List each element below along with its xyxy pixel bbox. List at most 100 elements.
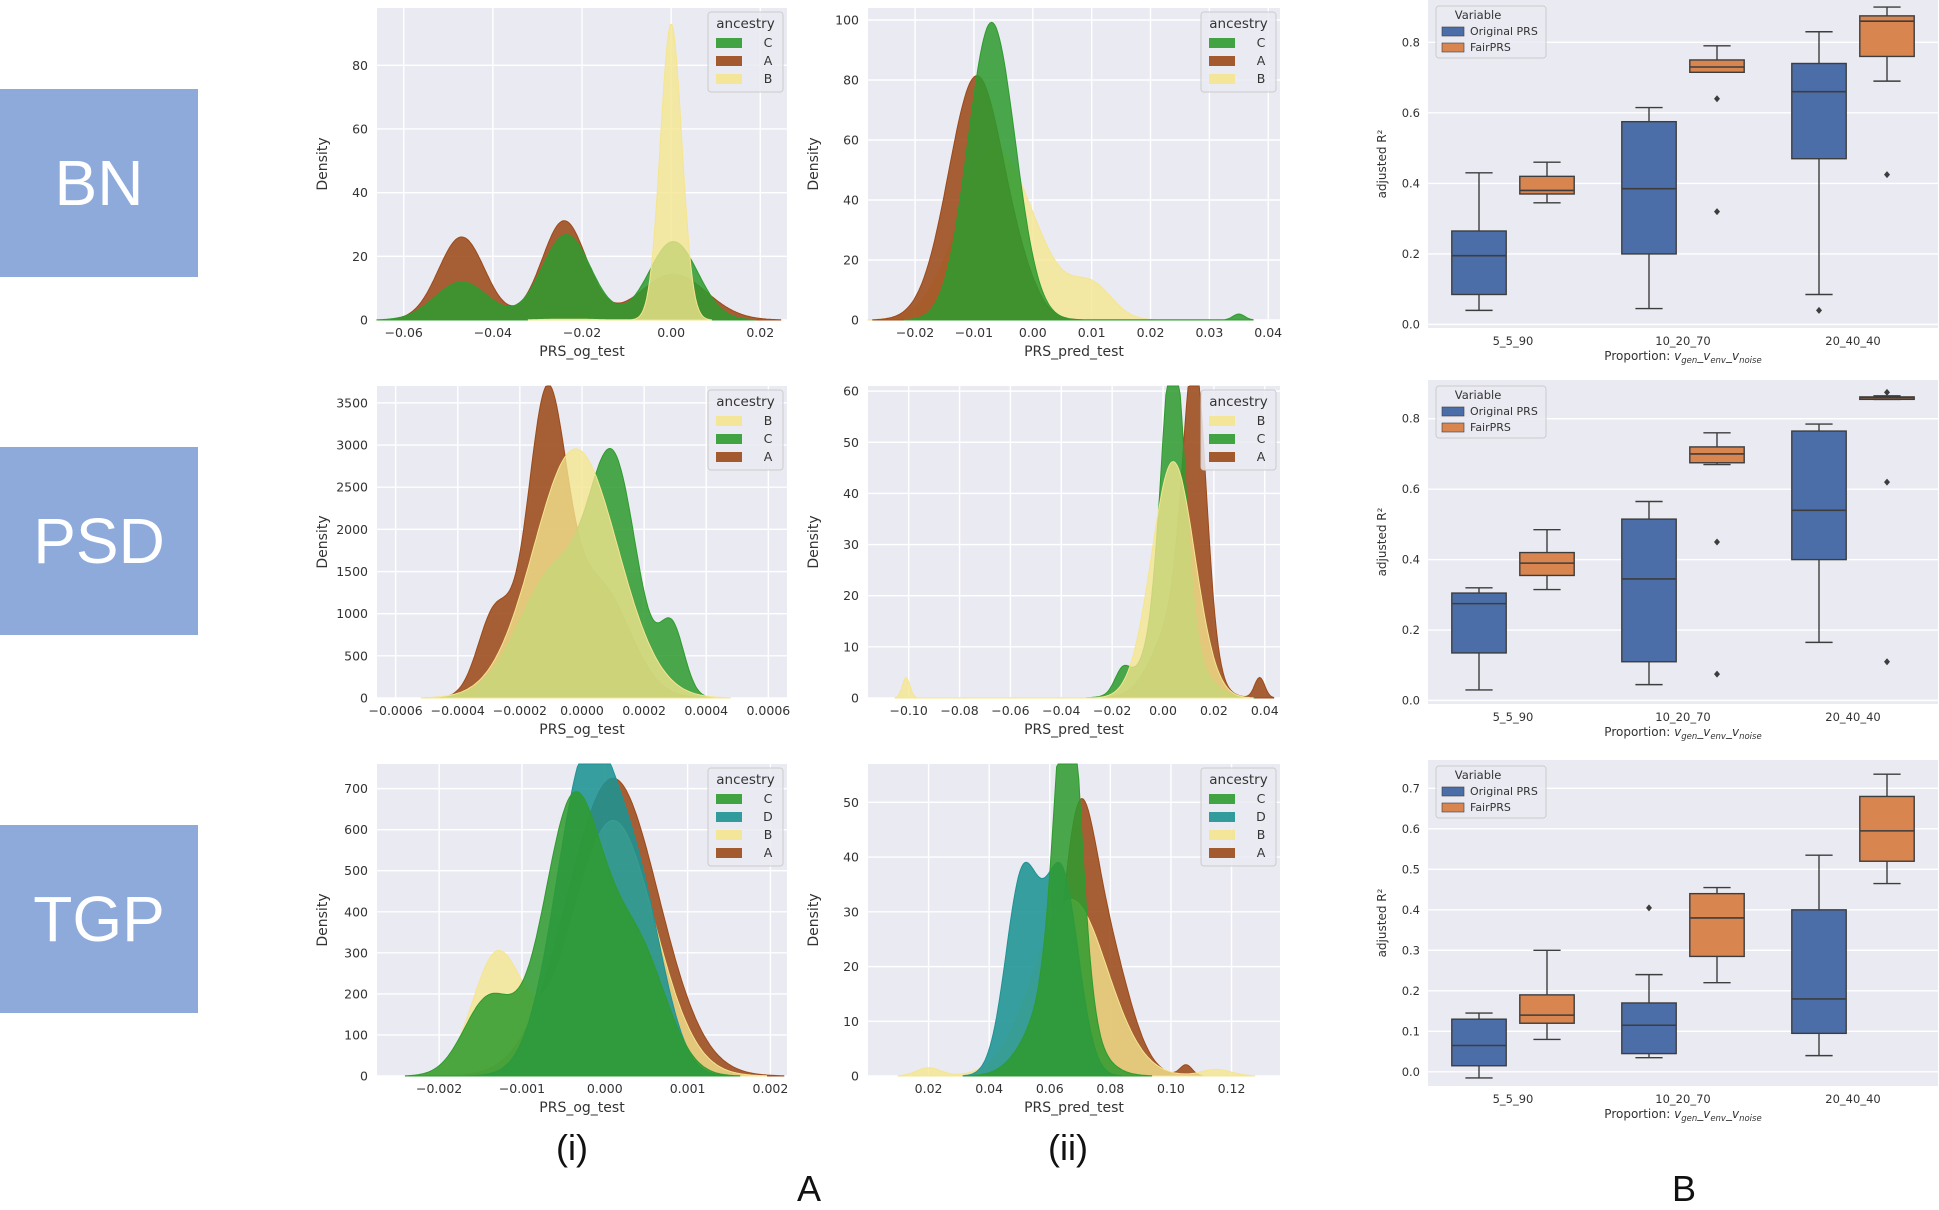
- y-tick-label: 50: [843, 435, 859, 450]
- y-tick-label: 80: [843, 73, 859, 88]
- x-tick-label: 0.02: [746, 325, 774, 340]
- caption-panel-b: B: [1672, 1168, 1697, 1209]
- legend-swatch-c: [1209, 434, 1235, 444]
- y-tick-label: 300: [344, 945, 368, 960]
- y-tick-label: 0: [360, 313, 368, 328]
- legend-swatch: [1441, 406, 1465, 417]
- chart-tgp_pred: 0.02 0.04 0.06 0.08 0.10 0.12 0 10 20 30 40 50 PRS_p…: [806, 763, 1280, 1116]
- row-label-psd: PSD: [0, 447, 198, 635]
- x-tick-label: −0.01: [955, 325, 993, 340]
- box-original-10_20_70: [1621, 106, 1677, 310]
- y-axis-label: Density: [315, 137, 331, 190]
- legend-swatch-d: [1209, 812, 1235, 822]
- legend-swatch-a: [716, 848, 742, 858]
- x-tick-label: 0.04: [1254, 325, 1282, 340]
- outlier-point: [1884, 171, 1890, 179]
- legend-entry-c: C: [1257, 791, 1266, 806]
- density-area-c: [903, 21, 1254, 321]
- x-tick-label: −0.04: [474, 325, 512, 340]
- legend-entry-a: A: [764, 449, 773, 464]
- legend-swatch-b: [1209, 830, 1235, 840]
- y-tick-label: 40: [843, 850, 859, 865]
- legend-swatch-a: [716, 56, 742, 66]
- box-fair-10_20_70: [1689, 45, 1745, 216]
- box-original-5_5_90: [1451, 587, 1507, 691]
- legend-entry-a: A: [764, 845, 773, 860]
- outlier-point: [1884, 478, 1890, 486]
- box-body: [1621, 120, 1677, 255]
- x-tick-label: 0.03: [1195, 325, 1223, 340]
- box-body: [1451, 1018, 1507, 1067]
- y-tick-label: 1000: [336, 606, 368, 621]
- box-body: [1791, 62, 1847, 160]
- box-fair-20_40_40: [1859, 773, 1915, 885]
- box-body: [1451, 230, 1507, 296]
- outlier-point: [1646, 904, 1652, 912]
- y-tick-label: 500: [344, 648, 368, 663]
- y-tick-label: 0: [851, 1069, 859, 1084]
- legend-entry-b: B: [764, 71, 773, 86]
- y-tick-label: 50: [843, 795, 859, 810]
- y-tick-label: 700: [344, 781, 368, 796]
- box-fair-20_40_40: [1859, 6, 1915, 179]
- chart-psd_og: −0.0006 −0.0004 −0.0002 0.0000 0.0002 0.0004 0…: [315, 385, 790, 738]
- legend-swatch-c: [1209, 794, 1235, 804]
- box-body: [1689, 446, 1745, 464]
- x-tick-label: −0.002: [416, 1081, 462, 1096]
- y-tick-label: 0.7: [1402, 781, 1420, 795]
- box-body: [1519, 994, 1575, 1024]
- x-tick-label: 0.00: [1019, 325, 1047, 340]
- x-axis-label: PRS_pred_test: [1024, 344, 1124, 360]
- y-tick-label: 0: [360, 691, 368, 706]
- y-tick-label: 0.3: [1402, 943, 1420, 957]
- x-tick-label: 10_20_70: [1655, 1092, 1710, 1106]
- box-body: [1621, 518, 1677, 663]
- outlier-point: [1714, 538, 1720, 546]
- legend-entry-b: B: [1257, 413, 1266, 428]
- x-tick-label: 20_40_40: [1825, 1092, 1880, 1106]
- x-tick-label: 0.02: [1200, 703, 1228, 718]
- legend-box: [707, 389, 784, 471]
- legend-swatch-c: [716, 38, 742, 48]
- x-tick-label: −0.02: [896, 325, 934, 340]
- legend-title: ancestry: [1209, 394, 1267, 410]
- legend-entry: FairPRS: [1470, 41, 1511, 54]
- row-label-tgp: TGP: [0, 825, 198, 1013]
- y-tick-label: 0: [851, 313, 859, 328]
- x-tick-label: −0.10: [890, 703, 928, 718]
- box-original-10_20_70: [1621, 500, 1677, 686]
- y-tick-label: 0.0: [1402, 317, 1420, 331]
- x-axis-label: PRS_og_test: [539, 1100, 625, 1116]
- box-body: [1859, 795, 1915, 862]
- y-tick-label: 60: [843, 384, 859, 399]
- y-tick-label: 20: [843, 253, 859, 268]
- legend-entry-c: C: [1257, 431, 1266, 446]
- x-tick-label: −0.0002: [493, 703, 547, 718]
- box-fair-5_5_90: [1519, 161, 1575, 204]
- x-axis-label: PRS_og_test: [539, 344, 625, 360]
- y-tick-label: 0.6: [1402, 106, 1420, 120]
- density-area-b: [527, 23, 712, 321]
- box-fair-10_20_70: [1689, 886, 1745, 984]
- y-tick-label: 0.2: [1402, 247, 1420, 261]
- legend-title: ancestry: [1209, 772, 1267, 788]
- legend-box: [707, 767, 784, 867]
- y-tick-label: 0.6: [1402, 822, 1420, 836]
- y-tick-label: 0.6: [1402, 482, 1420, 496]
- x-tick-label: 10_20_70: [1655, 334, 1710, 348]
- legend-swatch-d: [716, 812, 742, 822]
- x-tick-label: 0.04: [975, 1081, 1003, 1096]
- legend-entry: FairPRS: [1470, 421, 1511, 434]
- chart-bn_box: 5_5_90 10_20_70 20_40_40 0.0 0.2 0.4 0.6 0.8 Pro…: [1375, 0, 1938, 366]
- legend: ancestry CAB: [1200, 11, 1277, 93]
- x-axis-label: PRS_pred_test: [1024, 1100, 1124, 1116]
- x-tick-label: 10_20_70: [1655, 710, 1710, 724]
- x-tick-label: 20_40_40: [1825, 334, 1880, 348]
- x-tick-label: 0.00: [657, 325, 685, 340]
- y-tick-label: 0.8: [1402, 35, 1420, 49]
- x-tick-label: −0.02: [563, 325, 601, 340]
- legend-entry-b: B: [1257, 71, 1266, 86]
- legend-swatch-b: [1209, 74, 1235, 84]
- density-area-b: [894, 461, 1254, 699]
